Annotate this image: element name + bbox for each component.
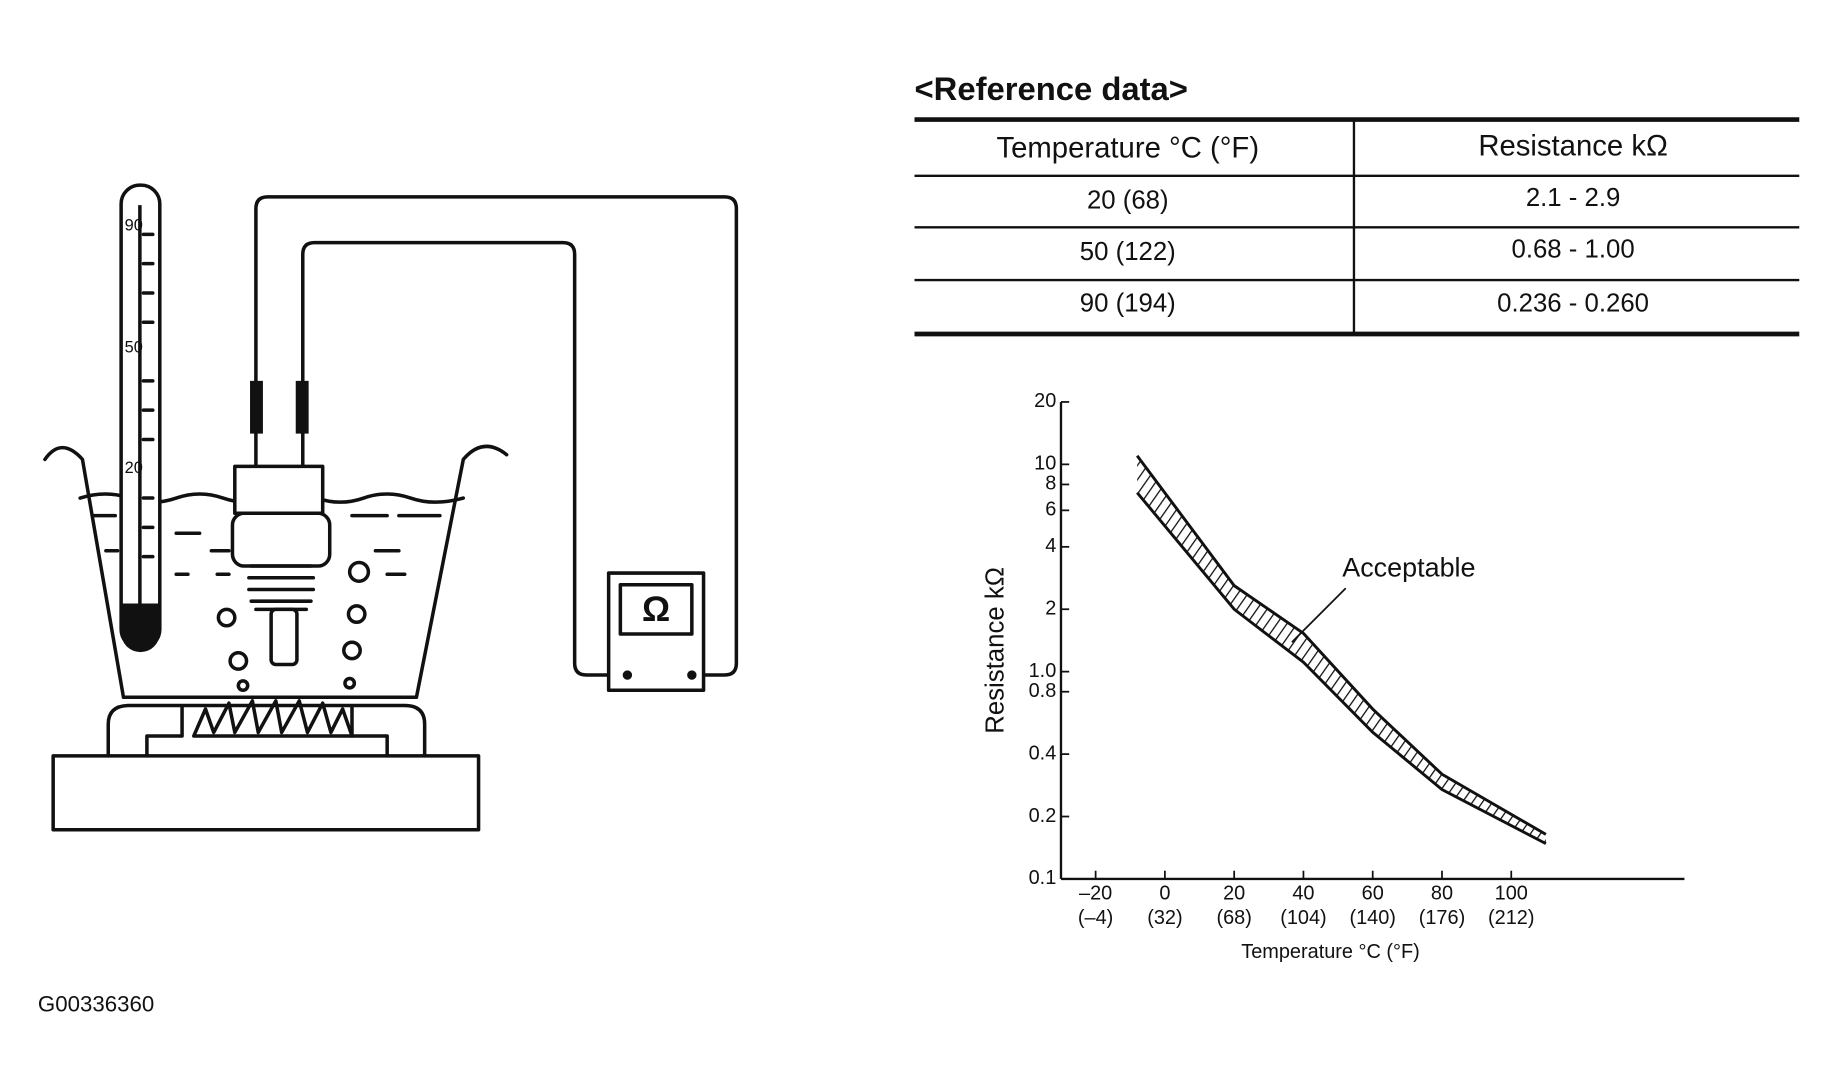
table-cell: 0.68 - 1.00	[1512, 236, 1635, 264]
x-tick-label: 80	[1431, 882, 1453, 904]
x-tick-label: 40	[1292, 882, 1314, 904]
y-tick-label: 1.0	[1029, 660, 1057, 682]
x-tick-label: 100	[1495, 882, 1528, 904]
table-header: Resistance kΩ	[1478, 129, 1668, 162]
thermometer-scale	[141, 232, 155, 559]
y-tick-label: 2	[1045, 598, 1056, 620]
burner	[106, 703, 427, 758]
bubbles	[216, 560, 371, 693]
band-edge	[1136, 491, 1547, 845]
sensor-thread	[247, 564, 316, 612]
ohmmeter	[606, 571, 706, 693]
y-tick-label: 0.2	[1029, 805, 1057, 827]
terminal	[687, 670, 697, 680]
table-cell: 20 (68)	[1087, 186, 1169, 214]
sensor-tip	[269, 607, 299, 667]
thermometer-label: 50	[125, 338, 143, 356]
table-header: Temperature °C (°F)	[996, 132, 1259, 165]
ohmmeter-display	[618, 583, 694, 636]
reference-table: <Reference data> Temperature °C (°F) Res…	[914, 70, 1800, 337]
y-tick-label: 10	[1034, 453, 1056, 475]
illustration: 90 50 20 Ω	[43, 183, 739, 832]
thermometer-bulb	[121, 603, 160, 653]
x-tick-sublabel: (32)	[1147, 907, 1182, 929]
ohmmeter-symbol: Ω	[642, 590, 670, 629]
x-tick-label: –20	[1079, 882, 1112, 904]
y-tick-label: 0.4	[1029, 742, 1057, 764]
x-tick-sublabel: (104)	[1280, 907, 1326, 929]
table-cell: 0.236 - 0.260	[1497, 290, 1649, 318]
thermometer-label: 90	[125, 217, 143, 235]
connector	[295, 380, 309, 434]
pot	[43, 444, 509, 700]
connector	[250, 380, 263, 434]
y-tick-label: 20	[1034, 390, 1056, 412]
wire	[301, 240, 630, 677]
band-hatch	[1137, 455, 1546, 844]
stand-base	[51, 754, 481, 832]
table-cell: 90 (194)	[1080, 290, 1176, 318]
y-tick-label: 0.1	[1029, 867, 1057, 889]
y-tick-label: 6	[1045, 499, 1056, 521]
sensor-hex	[230, 511, 332, 568]
x-tick-sublabel: (68)	[1216, 907, 1251, 929]
table-cell: 50 (122)	[1080, 238, 1176, 266]
sensor-head	[233, 464, 325, 516]
figure-id: G00336360	[38, 991, 154, 1016]
x-axis-title: Temperature °C (°F)	[1241, 941, 1420, 963]
terminal	[622, 670, 633, 680]
x-tick-label: 60	[1362, 882, 1384, 904]
thermometer-label: 20	[125, 459, 143, 477]
y-tick-label: 4	[1045, 535, 1056, 557]
table-title: <Reference data>	[915, 70, 1188, 107]
x-tick-label: 0	[1159, 882, 1170, 904]
annotation: Acceptable	[1342, 553, 1475, 583]
chart: Resistance kΩ Temperature °C (°F) Accept…	[981, 390, 1685, 963]
table-cell: 2.1 - 2.9	[1526, 184, 1621, 212]
y-tick-label: 0.8	[1029, 680, 1057, 702]
y-tick-label: 8	[1045, 473, 1056, 495]
x-tick-label: 20	[1223, 882, 1245, 904]
x-tick-sublabel: (–4)	[1078, 907, 1113, 929]
band-edge	[1136, 454, 1547, 836]
flame	[192, 699, 354, 738]
x-tick-sublabel: (212)	[1488, 907, 1534, 929]
y-axis-title: Resistance kΩ	[981, 567, 1009, 734]
water-dashes	[92, 513, 442, 576]
wire	[254, 195, 739, 677]
x-tick-sublabel: (176)	[1419, 907, 1465, 929]
x-tick-sublabel: (140)	[1349, 907, 1395, 929]
